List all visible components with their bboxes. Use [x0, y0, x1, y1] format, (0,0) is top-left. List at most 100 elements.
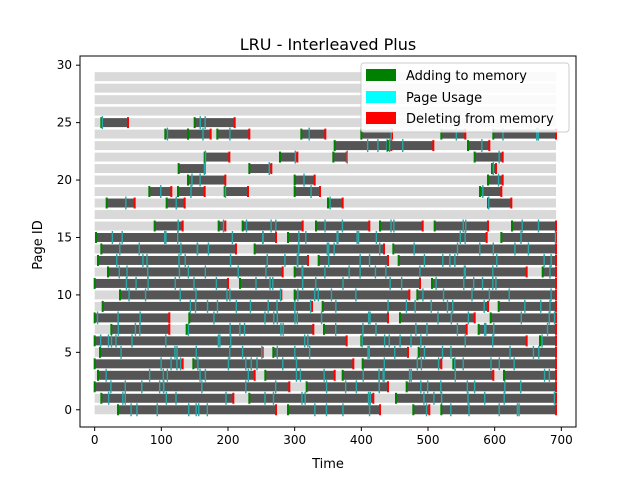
usage-tick-5-0-6 — [229, 345, 231, 359]
delete-marker-9-1 — [487, 300, 489, 312]
add-marker-18-1 — [165, 197, 168, 209]
usage-tick-9-1-4 — [387, 299, 389, 313]
add-marker-22-3 — [473, 151, 476, 163]
usage-tick-6-1-5 — [388, 334, 390, 348]
resident-bar-8-3 — [490, 313, 556, 323]
usage-tick-23-2-0 — [481, 139, 483, 153]
usage-tick-7-3-0 — [546, 322, 549, 336]
usage-tick-13-0-0 — [146, 253, 148, 267]
usage-tick-14-0-3 — [180, 242, 182, 256]
delete-marker-8-0 — [168, 312, 171, 324]
delete-marker-10-1 — [408, 289, 411, 301]
usage-tick-8-2-0 — [437, 311, 439, 325]
usage-tick-14-0-4 — [119, 242, 121, 256]
usage-tick-13-0-5 — [296, 253, 299, 267]
usage-tick-8-1-5 — [273, 311, 275, 325]
delete-marker-6-1 — [525, 335, 528, 347]
usage-tick-19-4-0 — [482, 185, 484, 199]
resident-bar-25-0 — [101, 118, 128, 128]
y-tick-label-2: 10 — [57, 288, 72, 302]
usage-tick-16-3-0 — [324, 219, 326, 233]
usage-tick-6-1-1 — [399, 334, 401, 348]
usage-tick-20-2-0 — [497, 173, 500, 187]
delete-marker-3-2 — [492, 369, 495, 381]
usage-tick-1-0-1 — [175, 391, 177, 405]
usage-tick-23-0-1 — [366, 139, 369, 153]
delete-marker-5-0 — [261, 346, 264, 358]
usage-tick-15-1-6 — [336, 231, 338, 244]
delete-marker-4-1 — [352, 358, 355, 370]
add-marker-7-0 — [110, 323, 113, 335]
usage-tick-8-1-2 — [296, 311, 298, 325]
usage-tick-3-2-3 — [378, 368, 380, 382]
y-tick-label-3: 15 — [57, 230, 72, 244]
resident-bar-6-0 — [94, 336, 347, 346]
resident-bar-9-2 — [498, 301, 556, 311]
add-marker-18-2 — [327, 197, 329, 209]
usage-tick-9-1-5 — [446, 299, 449, 313]
delete-marker-16-0 — [181, 220, 184, 232]
usage-tick-12-1-0 — [385, 265, 387, 279]
delete-marker-13-2 — [555, 254, 557, 266]
usage-tick-7-2-0 — [456, 322, 459, 336]
add-marker-2-0 — [93, 381, 96, 393]
resident-bar-2-2 — [406, 382, 556, 392]
usage-tick-7-1-1 — [187, 322, 190, 336]
resident-bar-19-4 — [480, 187, 502, 197]
resident-bar-16-5 — [434, 221, 488, 231]
delete-marker-2-2 — [555, 381, 557, 393]
add-marker-12-0 — [107, 266, 109, 278]
usage-tick-1-1-4 — [272, 391, 275, 405]
usage-tick-0-0-5 — [198, 403, 200, 417]
resident-bar-13-0 — [98, 255, 308, 265]
delete-marker-12-2 — [555, 266, 557, 278]
delete-marker-7-2 — [465, 323, 468, 335]
usage-tick-10-0-1 — [179, 288, 181, 302]
usage-tick-4-3-1 — [490, 357, 492, 371]
add-marker-19-4 — [479, 186, 481, 198]
usage-tick-4-1-4 — [250, 357, 252, 371]
usage-tick-10-0-4 — [226, 288, 228, 302]
delete-marker-7-0 — [168, 323, 171, 335]
empty-row-19 — [94, 187, 557, 197]
add-marker-12-2 — [541, 266, 544, 278]
empty-row-20 — [94, 175, 557, 185]
add-marker-15-1 — [287, 232, 289, 243]
resident-bar-22-2 — [333, 152, 347, 162]
resident-bar-24-0 — [165, 129, 188, 139]
empty-row-26 — [94, 106, 557, 116]
usage-tick-3-2-4 — [454, 368, 457, 382]
usage-tick-1-2-0 — [484, 391, 486, 405]
usage-tick-5-2-0 — [509, 345, 511, 359]
empty-row-22 — [94, 152, 557, 162]
usage-tick-2-2-2 — [504, 380, 506, 394]
resident-bar-4-2 — [362, 359, 442, 369]
delete-marker-18-2 — [341, 197, 344, 209]
usage-tick-13-1-0 — [327, 253, 330, 267]
resident-bar-7-2 — [324, 324, 467, 334]
usage-tick-5-0-5 — [120, 345, 122, 359]
delete-marker-13-0 — [307, 254, 309, 266]
usage-tick-0-0-4 — [188, 403, 190, 417]
usage-tick-14-2-3 — [514, 242, 516, 256]
usage-tick-9-0-4 — [294, 299, 296, 313]
usage-tick-9-0-2 — [249, 299, 252, 313]
add-marker-10-1 — [293, 289, 296, 301]
usage-tick-13-2-3 — [449, 253, 451, 267]
legend-swatch-adding — [366, 69, 396, 81]
add-marker-19-2 — [223, 186, 226, 198]
usage-tick-8-1-4 — [294, 311, 296, 325]
delete-marker-1-0 — [232, 392, 235, 404]
resident-bar-16-0 — [154, 221, 183, 231]
delete-marker-14-2 — [555, 243, 557, 255]
usage-tick-11-1-2 — [301, 276, 304, 290]
add-marker-6-1 — [360, 335, 363, 347]
empty-row-29 — [94, 72, 557, 82]
resident-bar-11-0 — [94, 278, 229, 288]
usage-tick-11-2-5 — [435, 276, 437, 290]
usage-tick-7-2-4 — [375, 322, 377, 336]
delete-marker-5-2 — [555, 346, 557, 358]
usage-tick-3-2-1 — [408, 368, 411, 382]
usage-tick-13-2-6 — [496, 253, 498, 267]
legend-label-deleting: Deleting from memory — [406, 112, 554, 127]
